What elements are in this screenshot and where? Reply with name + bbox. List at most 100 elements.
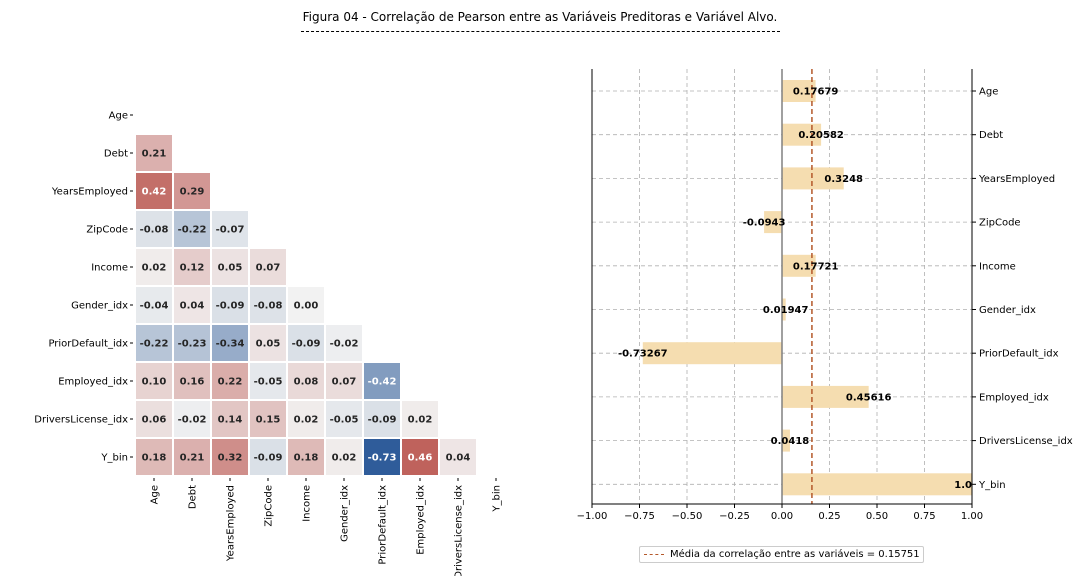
title-underline (301, 31, 780, 32)
heatmap-cell (324, 361, 364, 401)
x-tick-label: 0.50 (866, 511, 888, 522)
bar-value-label: 0.3248 (824, 174, 863, 185)
heatmap-cell (400, 437, 440, 477)
bar-value-label: 0.20582 (798, 130, 844, 141)
x-tick-label: −0.25 (719, 511, 750, 522)
heatmap-cell-label: 0.18 (142, 453, 167, 464)
heatmap-ytick-label: DriversLicense_idx (34, 415, 128, 426)
heatmap-cell (172, 247, 212, 287)
heatmap-cell-label: -0.09 (368, 415, 397, 426)
bar-value-label: 0.45616 (846, 392, 892, 403)
heatmap-cell-label: 0.02 (294, 415, 319, 426)
heatmap-cell-label: 0.21 (180, 453, 205, 464)
heatmap-cell-label: 0.02 (142, 263, 167, 274)
heatmap-xtick-label: Y_bin (492, 485, 503, 513)
heatmap-cell-label: -0.05 (254, 377, 283, 388)
y-tick-label: Income (979, 261, 1016, 272)
heatmap-cell-label: 0.46 (408, 453, 433, 464)
heatmap-cell-label: 0.04 (180, 301, 205, 312)
heatmap-cell-label: -0.09 (292, 339, 321, 350)
heatmap-cell-label: -0.07 (216, 225, 245, 236)
heatmap-ytick-label: YearsEmployed (51, 187, 128, 198)
bar-value-label: 1.0 (954, 480, 972, 491)
heatmap-cell-label: 0.02 (408, 415, 433, 426)
y-tick-label: DriversLicense_idx (979, 436, 1073, 447)
mean-line-legend-swatch (644, 554, 664, 555)
heatmap-cell-label: 0.07 (256, 263, 281, 274)
x-tick-label: 0.75 (913, 511, 935, 522)
heatmap-cell-label: 0.42 (142, 187, 167, 198)
heatmap-ytick-label: Gender_idx (71, 301, 128, 312)
heatmap-cell-label: 0.04 (446, 453, 471, 464)
heatmap-cell-label: 0.21 (142, 149, 167, 160)
heatmap-cell-label: 0.29 (180, 187, 205, 198)
heatmap-cell-label: -0.09 (254, 453, 283, 464)
bar-value-label: 0.17721 (793, 261, 839, 272)
bar (642, 342, 782, 365)
bar-value-label: 0.17679 (793, 87, 839, 98)
y-tick-label: Age (979, 87, 998, 98)
figure-title: Figura 04 - Correlação de Pearson entre … (302, 10, 778, 24)
heatmap-cell (324, 437, 364, 477)
heatmap-cell (210, 399, 250, 439)
heatmap-cell-label: 0.15 (256, 415, 281, 426)
heatmap-cell-label: 0.18 (294, 453, 319, 464)
heatmap-xtick-label: Age (150, 485, 161, 504)
heatmap-cell-label: 0.00 (294, 301, 319, 312)
legend-label: Média da correlação entre as variáveis =… (670, 549, 920, 560)
heatmap-cell-label: -0.02 (330, 339, 359, 350)
bar (782, 429, 790, 452)
heatmap-xtick-label: YearsEmployed (226, 485, 237, 562)
bar (782, 385, 869, 408)
heatmap-ytick-label: ZipCode (86, 225, 128, 236)
heatmap-cell-label: -0.09 (216, 301, 245, 312)
heatmap-cell-label: -0.05 (330, 415, 359, 426)
heatmap-cell-label: 0.05 (256, 339, 281, 350)
heatmap-cell (172, 361, 212, 401)
heatmap-cell-label: -0.08 (140, 225, 169, 236)
heatmap-xtick-label: DriversLicense_idx (454, 485, 465, 576)
heatmap-cell-label: -0.22 (140, 339, 169, 350)
heatmap-cell-label: 0.16 (180, 377, 205, 388)
heatmap-cell (324, 323, 364, 363)
heatmap-cell-label: -0.73 (368, 453, 397, 464)
heatmap-cell-label: -0.22 (178, 225, 207, 236)
correlation-bar-chart: −1.00 −0.75 −0.50 −0.25 0.00 0.25 0.50 0.75 1.00… (577, 69, 1073, 522)
heatmap-cell (210, 285, 250, 325)
heatmap-cell-label: 0.08 (294, 377, 319, 388)
x-tick-label: 0.25 (818, 511, 840, 522)
correlation-heatmap: Age Debt YearsEmployed ZipCode Income Gender_… (34, 111, 502, 576)
bar-value-label: 0.01947 (763, 305, 809, 316)
heatmap-cell-label: -0.42 (368, 377, 397, 388)
heatmap-cell-label: 0.14 (218, 415, 243, 426)
bar-value-label: 0.0418 (771, 436, 810, 447)
x-tick-label: −0.50 (672, 511, 703, 522)
heatmap-ytick-label: PriorDefault_idx (48, 339, 128, 350)
heatmap-cell-label: 0.02 (332, 453, 357, 464)
y-tick-label: Employed_idx (979, 392, 1049, 403)
heatmap-cell-label: -0.02 (178, 415, 207, 426)
heatmap-cell-label: 0.05 (218, 263, 243, 274)
heatmap-cell-label: -0.23 (178, 339, 207, 350)
heatmap-cell (134, 399, 174, 439)
heatmap-ytick-label: Y_bin (100, 453, 128, 464)
bar (782, 254, 816, 277)
bar-value-label: -0.73267 (618, 349, 668, 360)
heatmap-cell-label: 0.12 (180, 263, 205, 274)
heatmap-cell-label: 0.10 (142, 377, 167, 388)
heatmap-ytick-label: Income (91, 263, 128, 274)
heatmap-cell-label: -0.34 (216, 339, 245, 350)
heatmap-cell-label: 0.07 (332, 377, 357, 388)
heatmap-xtick-label: Employed_idx (416, 485, 427, 555)
y-tick-label: Y_bin (978, 480, 1006, 491)
bar (782, 80, 816, 102)
y-tick-label: Debt (979, 130, 1003, 141)
heatmap-xtick-label: ZipCode (264, 485, 275, 527)
heatmap-cell (248, 437, 288, 477)
bar (782, 167, 844, 190)
heatmap-cell (248, 247, 288, 287)
y-tick-label: Gender_idx (979, 305, 1036, 316)
heatmap-xtick-label: Debt (188, 485, 199, 509)
x-tick-label: 1.00 (961, 511, 983, 522)
heatmap-cell-label: 0.22 (218, 377, 243, 388)
